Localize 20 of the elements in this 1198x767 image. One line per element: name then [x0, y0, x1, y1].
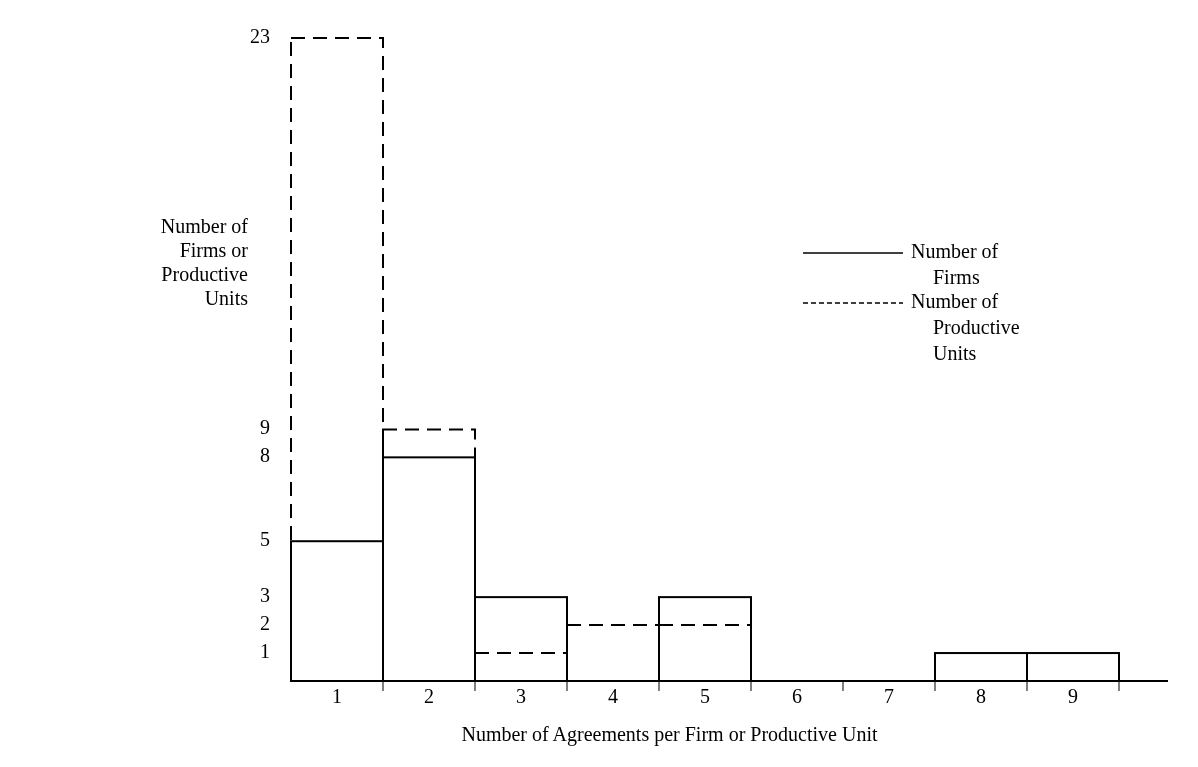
- x-tick-label: 4: [608, 685, 618, 707]
- y-axis-title: Number of Firms or Productive Units: [160, 215, 249, 309]
- x-tick-label: 7: [884, 685, 894, 707]
- y-tick-label: 5: [260, 527, 270, 550]
- y-tick-label: 1: [260, 639, 270, 662]
- x-tick-label: 2: [424, 685, 434, 707]
- y-tick-label: 2: [260, 611, 270, 634]
- y-tick-label: 3: [260, 583, 270, 606]
- y-tick-label: 9: [260, 415, 270, 438]
- x-tick-label: 5: [700, 685, 710, 707]
- x-tick-label: 6: [792, 685, 802, 707]
- x-axis-title: Number of Agreements per Firm or Productive Unit: [461, 723, 878, 746]
- legend-label: Number of Productive Units: [911, 289, 1020, 364]
- x-tick-label: 3: [516, 685, 526, 707]
- x-tick-label: 1: [332, 685, 342, 707]
- legend-label: Number of Firms: [911, 239, 999, 288]
- y-tick-label: 23: [250, 24, 270, 47]
- x-tick-label: 8: [976, 685, 986, 707]
- x-tick-label: 9: [1068, 685, 1078, 707]
- y-tick-label: 8: [260, 443, 270, 466]
